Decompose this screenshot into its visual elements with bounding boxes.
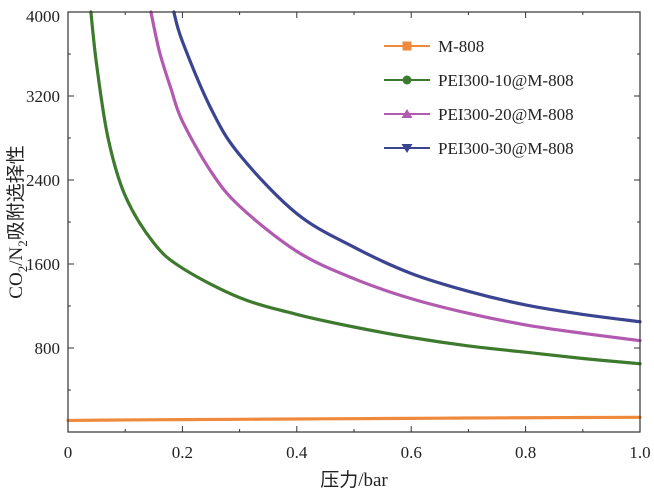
plot-frame — [67, 11, 641, 433]
x-tick-label: 0.8 — [515, 443, 536, 462]
x-tick-label: 0.6 — [401, 443, 422, 462]
legend-label-m-808: M-808 — [438, 37, 484, 56]
legend-label-pei300-20-m-808: PEI300-20@M-808 — [438, 105, 574, 124]
x-axis-title: 压力/bar — [320, 469, 388, 491]
tick-labels-layer: 0 0.2 0.4 0.6 0.8 1.0 800 1600 2400 3200 4000 — [26, 7, 651, 462]
series-line-m-808 — [66, 415, 642, 423]
series-line-pei300-10-m-808 — [89, 10, 642, 366]
y-tick-label: 3200 — [26, 87, 60, 106]
legend-label-pei300-10-m-808: PEI300-10@M-808 — [438, 71, 574, 90]
y-title-co: CO — [6, 272, 27, 298]
y-title-sub-2b: 2 — [15, 240, 30, 247]
x-tick-label: 0.2 — [172, 443, 193, 462]
series-line-pei300-30-m-808 — [172, 10, 642, 324]
legend-marker-pei300-30-m-808 — [401, 144, 413, 153]
y-title-n: /N — [6, 247, 27, 266]
legend-marker-pei300-10-m-808 — [402, 75, 412, 85]
y-tick-label: 2400 — [26, 171, 60, 190]
series-layer — [66, 10, 642, 423]
y-title-sub-2a: 2 — [15, 266, 30, 273]
y-tick-label: 4000 — [26, 7, 60, 26]
y-tick-label: 800 — [35, 339, 61, 358]
legend-marker-m-808 — [402, 41, 412, 51]
series-line-pei300-20-m-808 — [149, 10, 642, 343]
x-tick-label: 0 — [64, 443, 73, 462]
x-tick-label: 1.0 — [629, 443, 650, 462]
y-tick-label: 1600 — [26, 255, 60, 274]
legend-label-pei300-30-m-808: PEI300-30@M-808 — [438, 139, 574, 158]
legend-marker-pei300-20-m-808 — [401, 109, 413, 118]
y-title-rest: 吸附选择性 — [5, 145, 27, 240]
y-axis-title: CO2/N2吸附选择性 — [5, 145, 30, 298]
x-tick-label: 0.4 — [286, 443, 308, 462]
legend: M-808 PEI300-10@M-808 PEI300-20@M-808 PEI30… — [384, 37, 574, 158]
